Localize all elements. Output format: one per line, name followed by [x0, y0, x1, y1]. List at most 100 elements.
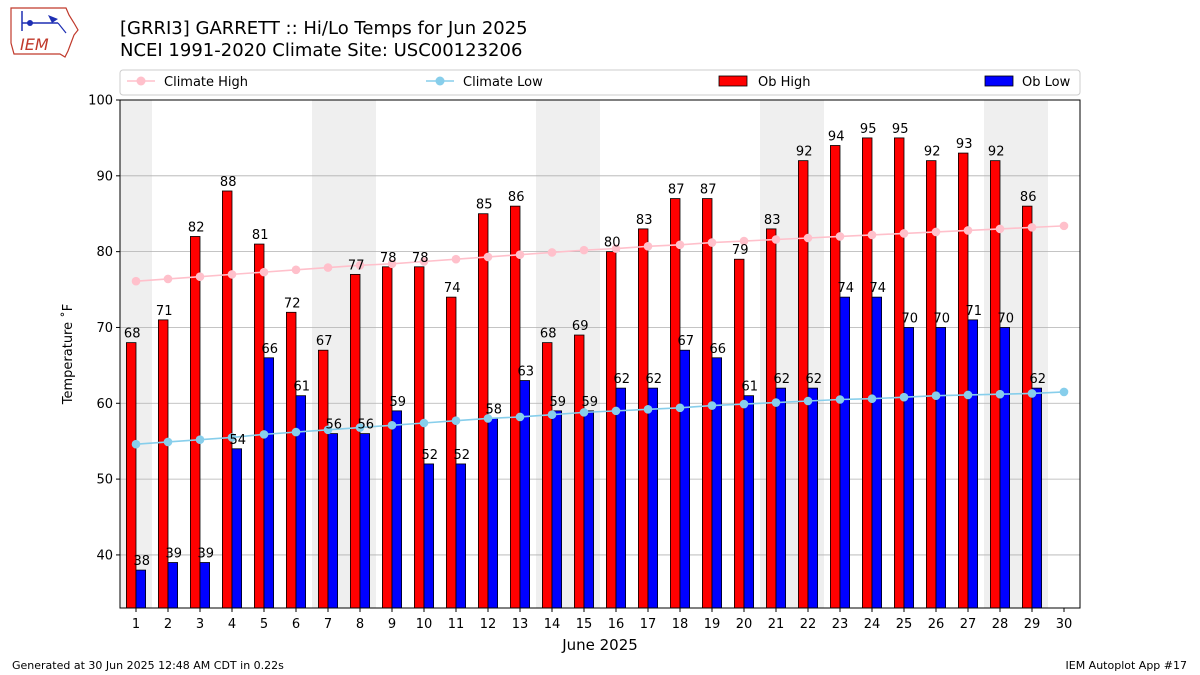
bar-ob-low-day-7: [327, 433, 339, 609]
x-tick-label-27: 27: [960, 617, 977, 632]
data-label-ob-low-day-3: 39: [198, 547, 215, 562]
bar-ob-high-day-27: [958, 152, 969, 609]
data-label-ob-high-day-3: 82: [188, 220, 205, 235]
legend-label-climate-low: Climate Low: [463, 75, 543, 90]
data-label-ob-low-day-18: 67: [678, 334, 695, 349]
bar-ob-low-day-29: [1031, 387, 1043, 609]
point-climate-high-day-20: [739, 236, 749, 246]
point-climate-high-day-27: [963, 226, 973, 235]
app-label: IEM Autoplot App #17: [1065, 659, 1188, 672]
point-climate-high-day-30: [1059, 221, 1069, 231]
y-tick-label-80: 80: [96, 245, 113, 260]
legend-label-climate-high: Climate High: [164, 75, 248, 90]
legend-label-ob-high: Ob High: [758, 75, 811, 90]
point-climate-high-day-21: [771, 235, 781, 244]
x-tick-label-16: 16: [608, 617, 625, 632]
data-label-ob-high-day-21: 83: [764, 213, 781, 228]
point-climate-high-day-25: [899, 229, 909, 238]
bar-ob-low-day-9: [391, 410, 403, 609]
data-label-ob-high-day-5: 81: [252, 228, 269, 243]
bar-ob-high-day-17: [638, 228, 649, 609]
bar-ob-low-day-19: [711, 357, 723, 609]
point-climate-high-day-1: [131, 276, 141, 286]
point-climate-low-day-24: [867, 394, 877, 404]
x-tick-label-7: 7: [324, 617, 332, 632]
point-climate-high-day-19: [707, 238, 717, 247]
bar-ob-low-day-8: [359, 433, 371, 609]
bar-ob-low-day-6: [295, 395, 307, 609]
legend-marker-climate-high: [136, 76, 146, 86]
data-label-ob-high-day-12: 85: [476, 198, 493, 213]
bar-ob-low-day-5: [263, 357, 275, 609]
data-label-ob-low-day-2: 39: [166, 547, 183, 562]
chart-subtitle: NCEI 1991-2020 Climate Site: USC00123206: [120, 40, 523, 61]
legend-marker-climate-low: [435, 76, 445, 86]
point-climate-high-day-22: [803, 233, 813, 243]
data-label-ob-high-day-9: 78: [380, 251, 397, 266]
bar-ob-low-day-28: [999, 327, 1011, 609]
climate-lines: [131, 221, 1069, 449]
data-label-ob-low-day-25: 70: [902, 311, 919, 326]
bar-ob-low-day-12: [487, 418, 499, 609]
point-climate-high-day-26: [931, 227, 941, 237]
bar-ob-low-day-15: [583, 410, 595, 609]
legend-item-climate-high: Climate High: [127, 75, 248, 90]
bar-ob-high-day-16: [606, 251, 617, 609]
point-climate-low-day-3: [195, 435, 205, 444]
point-climate-low-day-8: [355, 423, 365, 432]
x-tick-label-17: 17: [640, 617, 657, 632]
point-climate-high-day-6: [291, 265, 301, 275]
bar-ob-low-day-16: [615, 387, 627, 609]
data-label-ob-high-day-16: 80: [604, 236, 621, 251]
point-climate-low-day-25: [899, 392, 909, 402]
data-label-ob-high-day-23: 94: [828, 129, 845, 144]
data-label-ob-high-day-29: 86: [1020, 190, 1037, 205]
point-climate-low-day-1: [131, 439, 141, 449]
y-tick-label-100: 100: [88, 94, 113, 109]
x-tick-label-15: 15: [576, 617, 593, 632]
x-tick-label-8: 8: [356, 617, 364, 632]
data-label-ob-high-day-7: 67: [316, 334, 333, 349]
bar-ob-high-day-29: [1022, 205, 1033, 609]
bar-ob-high-day-20: [734, 258, 745, 609]
data-label-ob-low-day-4: 54: [230, 433, 247, 448]
data-label-ob-low-day-19: 66: [710, 342, 727, 357]
legend-box: [119, 69, 1081, 96]
legend-label-ob-low: Ob Low: [1022, 75, 1071, 90]
data-label-ob-low-day-16: 62: [614, 372, 631, 387]
x-tick-label-21: 21: [768, 617, 785, 632]
point-climate-high-day-3: [195, 272, 205, 281]
data-label-ob-high-day-11: 74: [444, 281, 461, 296]
data-label-ob-high-day-4: 88: [220, 175, 237, 190]
point-climate-low-day-23: [835, 395, 845, 404]
y-axis-label: Temperature ˚F: [60, 304, 76, 405]
chart-title: [GRRI3] GARRETT :: Hi/Lo Temps for Jun 2…: [120, 18, 528, 39]
data-label-ob-low-day-23: 74: [838, 281, 855, 296]
x-tick-label-14: 14: [544, 617, 561, 632]
bar-ob-high-day-13: [509, 205, 521, 609]
data-labels: 68 38 71 39 82 39 88 54 81 66 72 61 67 56 77 56 78 59 78 52…: [124, 122, 1046, 569]
point-climate-low-day-7: [323, 425, 333, 435]
point-climate-high-day-10: [419, 257, 429, 266]
bar-ob-high-day-8: [349, 273, 361, 609]
data-label-ob-low-day-22: 62: [806, 372, 823, 387]
data-label-ob-high-day-20: 79: [732, 243, 749, 258]
legend-swatch-ob-high: [718, 75, 748, 87]
data-label-ob-high-day-25: 95: [892, 122, 909, 137]
x-tick-label-2: 2: [164, 617, 172, 632]
point-climate-high-day-15: [579, 245, 589, 255]
data-label-ob-high-day-22: 92: [796, 145, 813, 160]
y-tick-label-50: 50: [96, 473, 113, 488]
data-label-ob-low-day-26: 70: [934, 311, 951, 326]
bar-ob-high-day-6: [285, 311, 297, 609]
point-climate-low-day-20: [739, 399, 749, 409]
bar-ob-low-day-18: [679, 349, 691, 609]
x-tick-label-28: 28: [992, 617, 1009, 632]
data-label-ob-low-day-20: 61: [742, 380, 759, 395]
point-climate-low-day-6: [291, 427, 301, 437]
point-climate-high-day-14: [547, 248, 557, 257]
point-climate-high-day-29: [1027, 223, 1037, 232]
bar-ob-low-day-26: [935, 327, 947, 609]
y-tick-label-40: 40: [96, 548, 113, 563]
data-label-ob-high-day-19: 87: [700, 183, 717, 198]
